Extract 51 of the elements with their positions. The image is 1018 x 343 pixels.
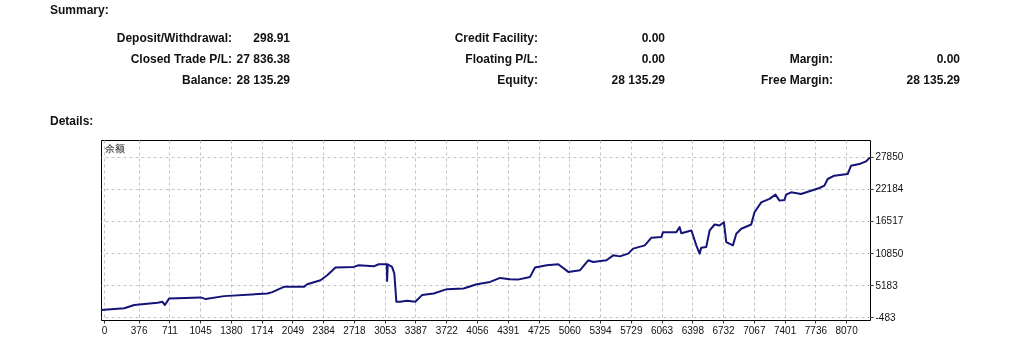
- text: 28 135.29: [611, 73, 666, 87]
- text: 27 836.38: [236, 52, 291, 66]
- x-tick-label: 2384: [312, 324, 336, 336]
- x-tick-label: 5729: [620, 324, 643, 336]
- text: Balance:: [181, 73, 232, 87]
- x-tick-label: 1045: [189, 324, 213, 336]
- text: Equity:: [497, 73, 538, 87]
- x-tick-label: 7736: [804, 324, 828, 336]
- text: Credit Facility:: [454, 31, 538, 45]
- x-tick-label: 376: [130, 324, 148, 336]
- text: Floating P/L:: [465, 52, 538, 66]
- y-tick-label: 16517: [875, 215, 904, 227]
- x-tick-label: 6063: [650, 324, 674, 336]
- y-tick-label: 10850: [875, 247, 904, 259]
- x-tick-label: 3387: [404, 324, 428, 336]
- x-tick-label: 1714: [251, 324, 274, 336]
- annotation: 余额: [105, 143, 125, 154]
- x-tick-label: 2718: [343, 324, 367, 336]
- x-tick-label: 4056: [466, 324, 490, 336]
- y-tick-label: 27850: [875, 151, 904, 163]
- line-series: [101, 156, 870, 312]
- y-tick-label: -483: [875, 311, 896, 323]
- text: 298.91: [253, 31, 291, 45]
- x-tick-label: 5060: [558, 324, 582, 336]
- x-tick-label: 5394: [589, 324, 613, 336]
- text: 28 135.29: [906, 73, 961, 87]
- x-tick-label: 7401: [773, 324, 797, 336]
- x-tick-label: 2049: [281, 324, 305, 336]
- y-tick-label: 5183: [875, 279, 899, 291]
- text: Deposit/Withdrawal:: [116, 31, 232, 45]
- text: 0.00: [936, 52, 961, 66]
- text: 0.00: [641, 31, 666, 45]
- x-tick-label: 4725: [527, 324, 551, 336]
- text: 0.00: [641, 52, 666, 66]
- x-tick-label: 3053: [374, 324, 397, 336]
- x-tick-label: 7067: [743, 324, 766, 336]
- x-tick-label: 6398: [681, 324, 705, 336]
- text: 28 135.29: [236, 73, 291, 87]
- x-tick-label: 8070: [835, 324, 859, 336]
- x-tick-label: 3722: [435, 324, 459, 336]
- text: Free Margin:: [760, 73, 833, 87]
- x-tick-label: 4391: [497, 324, 520, 336]
- x-tick-label: 711: [161, 324, 179, 336]
- chart-title: Details:: [50, 114, 94, 128]
- y-tick-label: 22184: [875, 183, 904, 195]
- x-tick-label: 0: [101, 324, 108, 336]
- x-tick-label: 1380: [220, 324, 243, 336]
- text: Margin:: [789, 52, 833, 66]
- text: Closed Trade P/L:: [130, 52, 232, 66]
- x-tick-label: 6732: [712, 324, 736, 336]
- text: Summary:: [50, 3, 109, 17]
